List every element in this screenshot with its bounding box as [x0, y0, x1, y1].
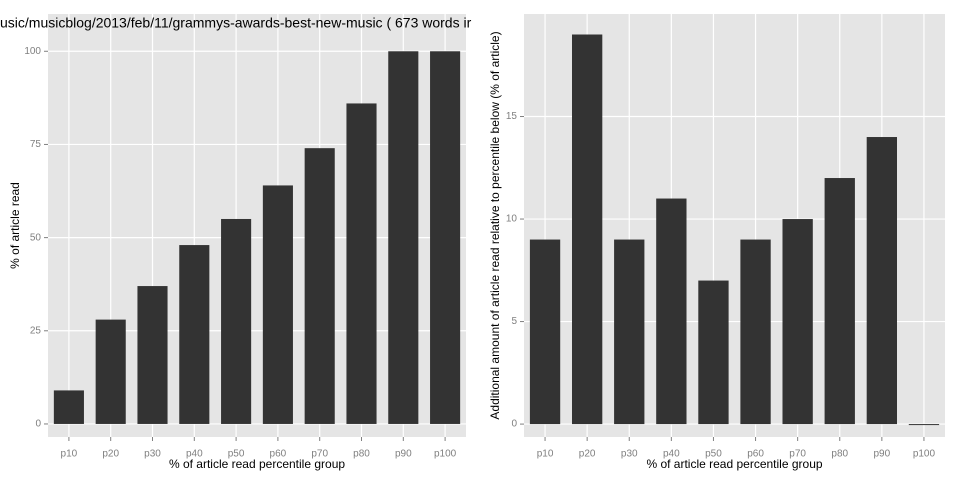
y-tick-label: 100 [24, 46, 41, 57]
bar [262, 185, 293, 424]
chart-title: usic/musicblog/2013/feb/11/grammys-award… [0, 15, 472, 31]
x-tick-label: p100 [913, 449, 936, 460]
bar [656, 198, 687, 425]
bar [346, 103, 377, 424]
bar [866, 137, 898, 425]
bar [698, 280, 729, 425]
y-tick-label: 25 [30, 325, 42, 336]
y-tick-label: 75 [30, 139, 42, 150]
x-tick-label: p80 [831, 449, 848, 460]
bar [529, 239, 561, 425]
bar [782, 219, 813, 425]
x-tick-label: p80 [353, 449, 370, 460]
x-tick-label: p10 [61, 449, 78, 460]
x-tick-label: p70 [311, 449, 328, 460]
x-tick-label: p20 [102, 449, 119, 460]
x-axis-title: % of article read percentile group [646, 457, 822, 471]
bar [388, 51, 419, 424]
y-tick-label: 15 [506, 111, 518, 122]
x-tick-label: p30 [621, 449, 638, 460]
x-tick-label: p50 [705, 449, 722, 460]
bar [179, 245, 210, 424]
x-axis-title: % of article read percentile group [169, 457, 345, 471]
y-axis-title: % of article read [8, 182, 22, 269]
x-tick-label: p20 [579, 449, 596, 460]
bar [95, 319, 126, 424]
bar [53, 390, 84, 424]
x-tick-label: p10 [537, 449, 554, 460]
y-tick-label: 5 [511, 316, 517, 327]
bar [908, 424, 940, 426]
bar [571, 34, 603, 425]
y-tick-label: 50 [30, 232, 42, 243]
x-tick-label: p50 [228, 449, 245, 460]
x-tick-label: p40 [663, 449, 680, 460]
bar [740, 239, 771, 425]
x-tick-label: p60 [270, 449, 287, 460]
y-tick-label: 10 [506, 214, 518, 225]
bar [614, 239, 645, 425]
y-tick-label: 0 [35, 419, 41, 430]
bar [430, 51, 461, 424]
bar [824, 178, 855, 425]
bar [137, 286, 168, 424]
x-tick-label: p40 [186, 449, 203, 460]
bar [221, 218, 252, 424]
y-tick-label: 0 [511, 419, 517, 430]
x-tick-label: p70 [789, 449, 806, 460]
y-axis-title: Additional amount of article read relati… [488, 31, 502, 419]
x-tick-label: p100 [434, 449, 457, 460]
x-tick-label: p90 [874, 449, 891, 460]
x-tick-label: p30 [144, 449, 161, 460]
x-tick-label: p90 [395, 449, 412, 460]
x-tick-label: p60 [747, 449, 764, 460]
bar [304, 148, 335, 424]
